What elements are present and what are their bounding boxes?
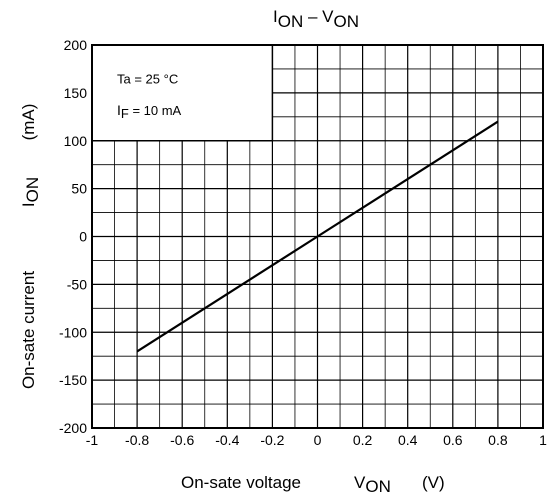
- y-tick-label: -200: [59, 420, 87, 436]
- y-axis-unit: (mA): [19, 104, 38, 141]
- x-tick-label: -1: [86, 432, 99, 448]
- x-tick-labels: -1 -0.8 -0.6 -0.4 -0.2 0 0.2 0.4 0.6 0.8 1: [86, 432, 547, 448]
- y-tick-label: -50: [67, 276, 87, 292]
- x-axis-label: On-sate voltage: [181, 473, 301, 492]
- y-tick-label: 0: [79, 229, 87, 245]
- condition-forward-current: IF = 10 mA: [117, 102, 182, 121]
- plot-frame: [91, 44, 544, 429]
- series: [136, 120, 499, 353]
- series-line-0: [136, 120, 499, 353]
- y-axis-label: On-sate current: [19, 271, 38, 389]
- x-axis-symbol-subscript: ON: [365, 477, 391, 496]
- y-axis-symbol: ION: [19, 177, 42, 207]
- x-tick-label: -0.8: [125, 432, 149, 448]
- y-tick-label: 100: [64, 133, 88, 149]
- title-i-subscript: ON: [278, 12, 304, 31]
- y-tick-label: 50: [71, 181, 87, 197]
- x-tick-label: -0.2: [260, 432, 284, 448]
- x-tick-label: 0.8: [488, 432, 508, 448]
- y-tick-labels: 200 150 100 50 0 -50 -100 -150 -200: [59, 37, 87, 436]
- x-axis-symbol-v: V: [354, 473, 366, 492]
- condition-if-subscript: F: [121, 106, 129, 121]
- x-axis-symbol: VON: [354, 473, 391, 496]
- x-tick-label: 1: [539, 432, 547, 448]
- title-i-symbol: I: [273, 7, 278, 26]
- x-tick-label: -0.4: [215, 432, 239, 448]
- x-axis-unit: (V): [422, 473, 445, 492]
- condition-temperature: Ta = 25 °C: [117, 72, 178, 87]
- x-tick-label: 0.6: [443, 432, 463, 448]
- title-dash: –: [303, 7, 322, 26]
- condition-if-value: = 10 mA: [129, 103, 182, 118]
- y-axis-symbol-i: I: [19, 202, 38, 207]
- title-v-subscript: ON: [333, 12, 359, 31]
- y-tick-label: 150: [64, 85, 88, 101]
- title-v-symbol: V: [322, 7, 334, 26]
- x-tick-label: 0: [314, 432, 322, 448]
- chart-title: ION – VON: [273, 7, 359, 31]
- y-axis-symbol-subscript: ON: [23, 177, 42, 203]
- y-tick-label: -100: [59, 324, 87, 340]
- x-tick-label: -0.6: [170, 432, 194, 448]
- y-tick-label: -150: [59, 372, 87, 388]
- condition-if-symbol: I: [117, 102, 121, 118]
- y-axis-label-group: On-sate current ION (mA): [19, 104, 42, 389]
- conditions-box: [91, 44, 274, 142]
- x-tick-label: 0.2: [353, 432, 373, 448]
- y-tick-label: 200: [64, 37, 88, 53]
- x-tick-label: 0.4: [398, 432, 418, 448]
